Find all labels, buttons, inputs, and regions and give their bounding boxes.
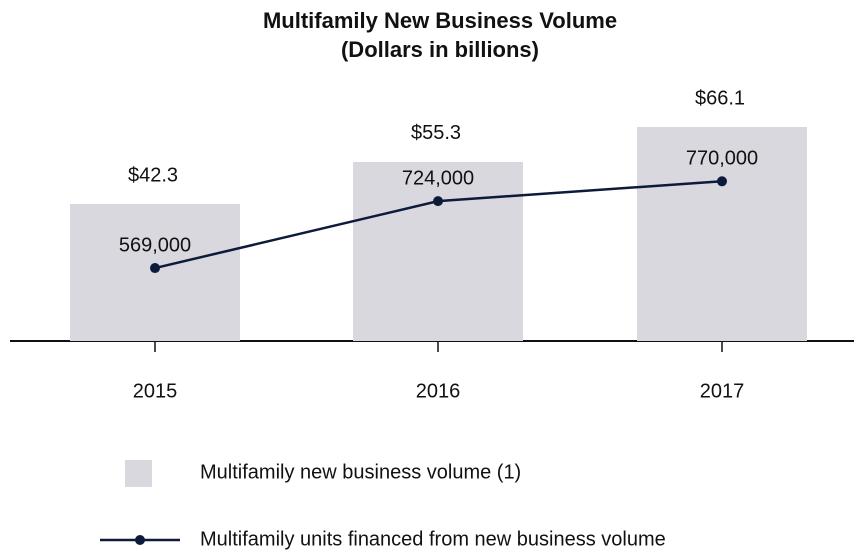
line-value-label: 770,000 <box>686 148 758 170</box>
x-tick-label: 2015 <box>133 380 178 402</box>
bar-value-label: $55.3 <box>411 122 461 144</box>
line-value-label: 724,000 <box>402 167 474 189</box>
legend-label: Multifamily new business volume (1) <box>200 461 521 483</box>
line-value-label: 569,000 <box>119 234 191 256</box>
bar <box>637 127 807 341</box>
legend-swatch <box>125 460 152 487</box>
legend-swatch-dot <box>135 535 145 545</box>
legend-label: Multifamily units financed from new busi… <box>200 528 666 550</box>
line-point <box>717 176 727 187</box>
bar <box>353 161 523 341</box>
chart-title: Multifamily New Business Volume <box>263 8 617 33</box>
chart-subtitle: (Dollars in billions) <box>341 37 539 62</box>
bar-value-label: $42.3 <box>128 164 178 186</box>
x-tick-label: 2016 <box>416 380 461 402</box>
line-point <box>150 263 160 274</box>
line-point <box>433 196 443 207</box>
bar-value-label: $66.1 <box>695 87 745 109</box>
x-tick-label: 2017 <box>700 380 745 402</box>
